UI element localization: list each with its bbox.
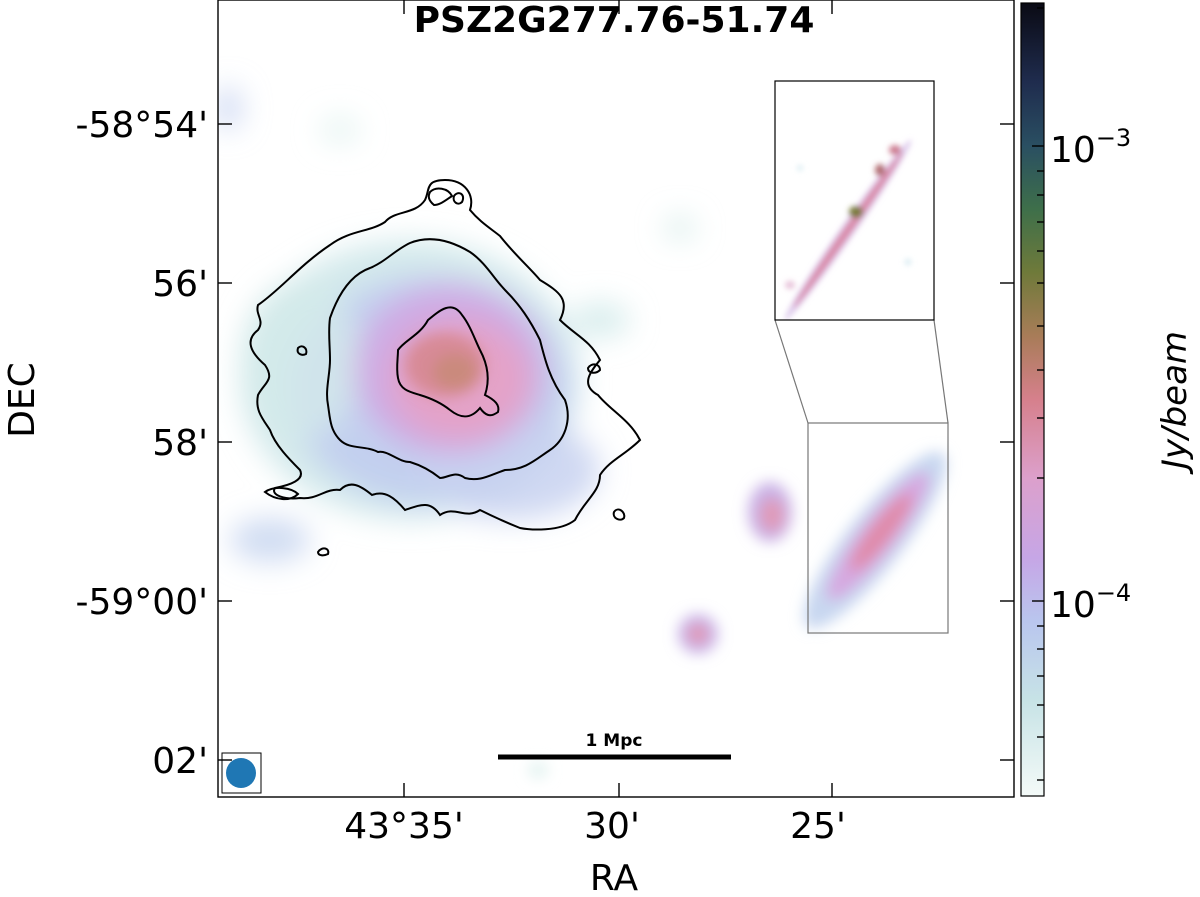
- inset-frame: [774, 80, 935, 321]
- colorbar-tick-base: 10: [1050, 130, 1096, 171]
- beam-indicator: [221, 752, 262, 794]
- y-axis-ticks: [218, 123, 1014, 761]
- y-tick-label: 56': [152, 264, 208, 305]
- y-tick-labels: -58°54' 56' 58' -59°00' 02': [75, 105, 208, 782]
- inset-connector-bottom: [933, 319, 949, 424]
- colorbar: 10−3 10−4 Jy/beam: [1020, 2, 1195, 797]
- y-tick-label: -59°00': [75, 582, 208, 623]
- inset-connector-top: [774, 319, 809, 424]
- map-panel: 1 Mpc: [217, 0, 1015, 798]
- y-tick-label: -58°54': [75, 105, 208, 146]
- chart-title: PSZ2G277.76-51.74: [414, 0, 815, 41]
- colorbar-gradient: [1020, 2, 1045, 797]
- colorbar-tick-base: 10: [1050, 585, 1096, 626]
- scale-bar: 1 Mpc: [498, 731, 731, 760]
- inset-emission: [784, 139, 912, 320]
- x-tick-label: 30': [584, 806, 640, 847]
- x-tick-labels: 43°35' 30' 25': [344, 806, 846, 847]
- zoom-region-box: [807, 422, 949, 634]
- x-axis-label: RA: [590, 858, 639, 897]
- x-tick-label: 43°35': [344, 806, 464, 847]
- x-tick-label: 25': [790, 806, 846, 847]
- inset-panel: [774, 80, 949, 634]
- inset-background: [775, 81, 934, 320]
- colorbar-tick-exponent: −3: [1096, 124, 1131, 152]
- y-tick-label: 58': [152, 423, 208, 464]
- colorbar-tick-label: 10−3: [1050, 124, 1131, 171]
- colorbar-tick-label: 10−4: [1050, 579, 1131, 626]
- radio-emission: [218, 86, 947, 778]
- scale-bar-label: 1 Mpc: [586, 731, 643, 751]
- y-axis-label: DEC: [2, 362, 43, 438]
- x-axis-ticks: [403, 0, 833, 797]
- beam-ellipse: [226, 758, 256, 788]
- colorbar-ticks: [1032, 7, 1044, 781]
- contour-lines: [249, 178, 642, 557]
- map-frame: [217, 0, 1015, 798]
- colorbar-tick-exponent: −4: [1096, 579, 1131, 607]
- y-tick-label: 02': [152, 741, 208, 782]
- colorbar-label: Jy/beam: [1155, 331, 1195, 475]
